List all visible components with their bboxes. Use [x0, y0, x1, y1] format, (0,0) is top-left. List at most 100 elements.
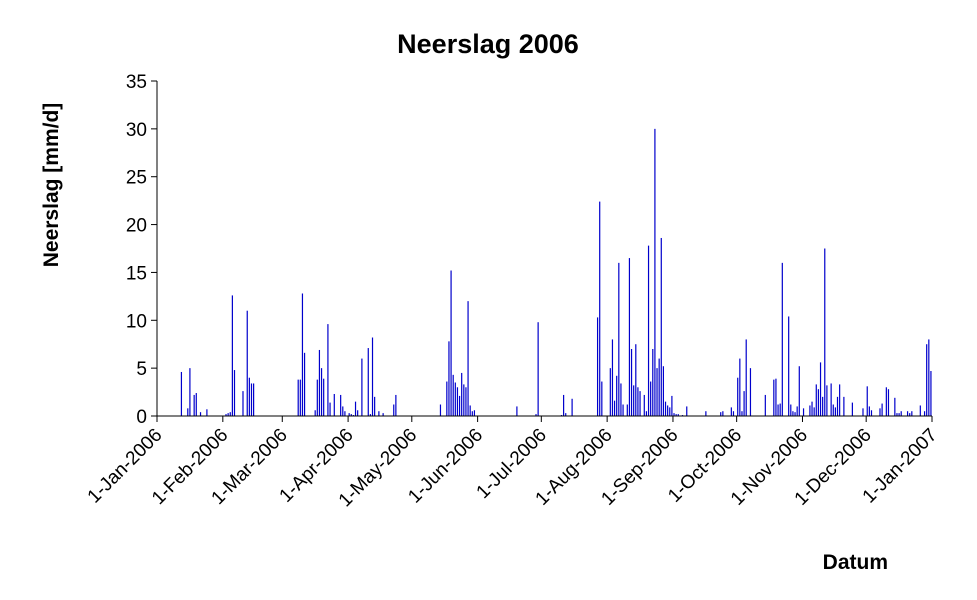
- bar: [303, 352, 306, 416]
- bar: [650, 381, 652, 416]
- bar: [340, 394, 342, 416]
- y-tick-label: 0: [136, 407, 147, 428]
- bar: [320, 368, 323, 416]
- bar: [620, 383, 622, 416]
- bar: [686, 406, 688, 416]
- bar: [327, 324, 329, 416]
- bar: [439, 404, 442, 416]
- bar: [832, 404, 834, 416]
- bar: [471, 411, 473, 416]
- bar: [667, 405, 669, 416]
- bar: [456, 387, 459, 416]
- bar: [314, 410, 316, 416]
- bar: [796, 406, 798, 416]
- bar: [463, 384, 465, 416]
- bar: [811, 401, 813, 416]
- bar: [788, 316, 790, 416]
- bar: [730, 407, 732, 416]
- y-axis-label: Neerslag [mm/d]: [40, 103, 63, 268]
- bar: [919, 405, 921, 416]
- bar: [630, 349, 633, 416]
- bar: [599, 201, 601, 416]
- bar: [834, 407, 836, 416]
- bar: [301, 293, 304, 416]
- bar: [777, 404, 779, 416]
- bar: [660, 237, 662, 416]
- bar: [887, 389, 890, 416]
- bar: [705, 411, 707, 416]
- bar: [881, 403, 883, 416]
- bar: [206, 409, 208, 416]
- bar: [609, 368, 611, 416]
- y-tick-label: 5: [136, 359, 147, 380]
- bar: [299, 379, 301, 416]
- bar: [851, 402, 853, 416]
- bar: [781, 262, 783, 416]
- bar: [866, 386, 868, 416]
- bar: [637, 387, 639, 416]
- bar: [635, 344, 637, 416]
- bar: [616, 375, 618, 416]
- bar: [815, 384, 817, 416]
- bar: [187, 408, 189, 416]
- bar: [930, 371, 932, 416]
- bar: [792, 411, 794, 416]
- bar: [350, 414, 352, 416]
- bar: [647, 245, 650, 416]
- y-tick-label: 30: [126, 120, 147, 141]
- bar: [664, 401, 667, 416]
- bar: [790, 404, 792, 416]
- bar: [227, 413, 229, 416]
- bar: [369, 414, 371, 416]
- bar: [720, 412, 722, 416]
- y-tick-label: 10: [126, 311, 147, 332]
- bar: [654, 128, 656, 417]
- bar: [622, 404, 624, 416]
- bar: [675, 414, 677, 416]
- bar: [248, 377, 250, 416]
- bar: [643, 394, 645, 416]
- bar: [446, 381, 448, 416]
- bar: [195, 393, 197, 416]
- chart-title: Neerslag 2006: [397, 29, 579, 59]
- bar: [677, 414, 679, 416]
- bar: [862, 408, 864, 416]
- bar: [516, 406, 518, 416]
- bar: [253, 383, 255, 416]
- bar: [458, 395, 461, 416]
- y-tick-label: 15: [126, 263, 147, 284]
- bar: [911, 411, 913, 416]
- bar: [822, 396, 824, 416]
- bar: [798, 366, 800, 416]
- bar: [826, 385, 828, 416]
- bar: [645, 411, 648, 416]
- bar: [323, 378, 325, 416]
- bar: [571, 398, 573, 416]
- bar: [563, 394, 565, 416]
- bar: [333, 393, 335, 416]
- y-tick-label: 20: [126, 216, 147, 237]
- bar: [900, 411, 902, 416]
- bar: [732, 411, 735, 416]
- bar: [626, 404, 628, 416]
- bar: [246, 310, 248, 416]
- y-ticks-group: 0 5 10 15 20 25 30 35: [126, 72, 157, 428]
- bar: [461, 372, 463, 416]
- bar: [628, 258, 631, 416]
- bar: [395, 394, 397, 416]
- bar: [193, 394, 195, 416]
- bar: [773, 379, 775, 416]
- bar: [802, 408, 805, 416]
- y-tick-label: 25: [126, 168, 147, 189]
- bar: [611, 339, 614, 416]
- bar: [775, 378, 777, 416]
- bar: [535, 414, 537, 416]
- x-ticks-group: 1-Jan-20061-Feb-20061-Mar-20061-Apr-2006…: [84, 416, 942, 511]
- bar: [843, 396, 845, 416]
- bar: [669, 407, 671, 416]
- bar: [743, 391, 745, 416]
- bar: [344, 411, 346, 416]
- bar: [537, 322, 539, 416]
- bar: [639, 391, 641, 416]
